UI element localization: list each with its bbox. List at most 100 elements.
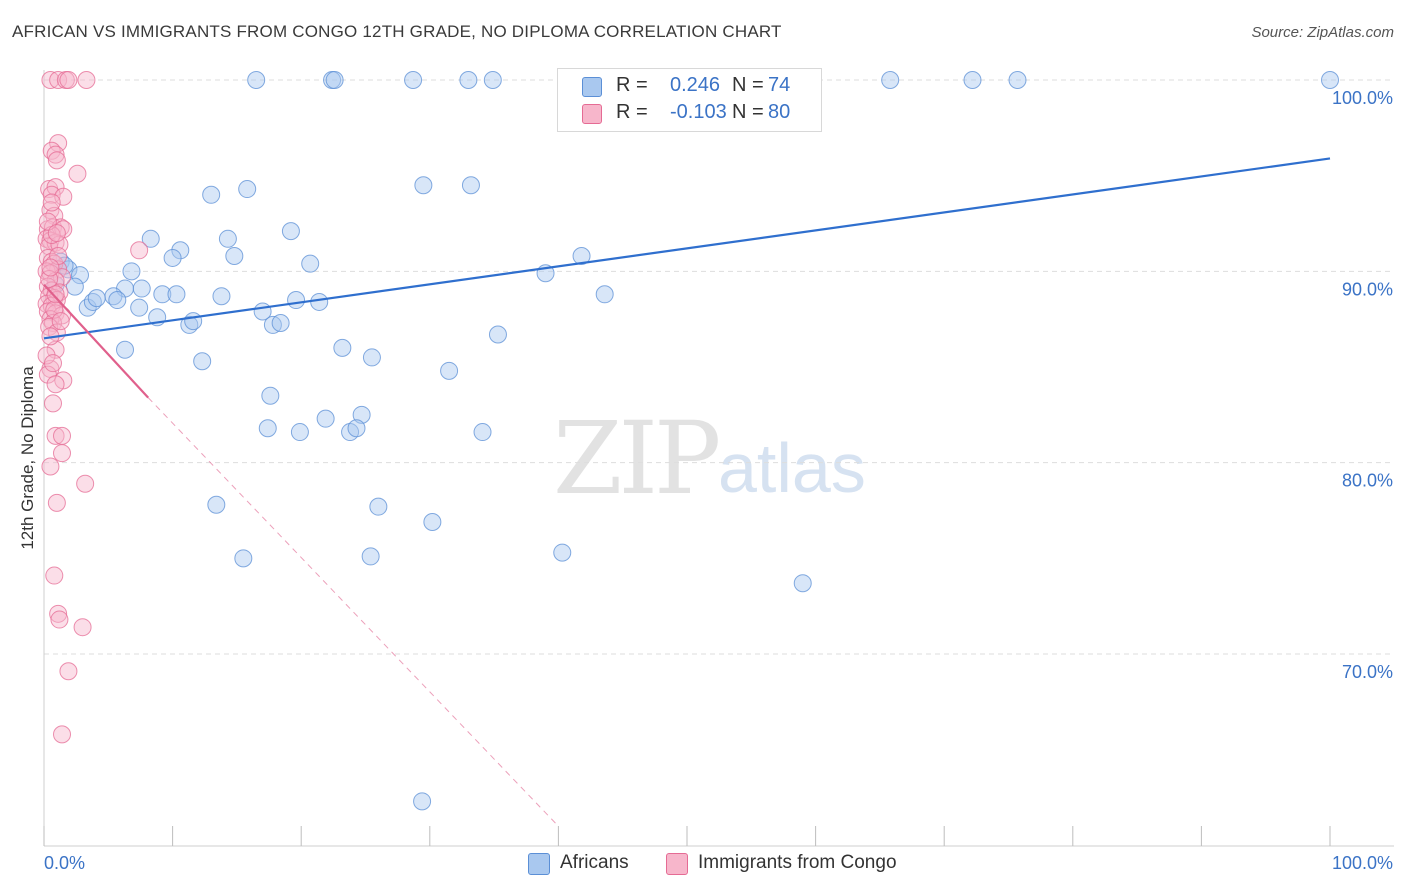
y-tick-label: 100.0% <box>1332 88 1393 108</box>
congo-point <box>42 193 61 212</box>
african-point <box>310 292 329 311</box>
african-point <box>238 180 257 199</box>
african-point <box>325 71 344 89</box>
congo-point <box>50 235 69 254</box>
african-point <box>281 222 300 241</box>
african-point <box>225 247 244 266</box>
congo-point <box>41 71 60 89</box>
congo-point <box>77 71 96 89</box>
african-point <box>153 285 172 304</box>
legend-r-label: R = <box>616 101 648 123</box>
congo-point <box>37 346 56 365</box>
congo-point <box>50 610 69 629</box>
x-tick-label-max: 100.0% <box>1332 853 1393 873</box>
grid-layer <box>44 79 1394 655</box>
african-point <box>572 247 591 266</box>
african-point <box>461 176 480 195</box>
congo-point <box>47 493 66 512</box>
congo-point <box>46 426 65 445</box>
congo-point <box>44 354 63 373</box>
congo-point <box>49 71 68 89</box>
african-point <box>71 266 90 285</box>
legend-n-value: 80 <box>768 101 791 123</box>
african-point <box>301 254 320 273</box>
congo-trend-line <box>43 283 149 399</box>
congo-point <box>46 375 65 394</box>
congo-point <box>51 312 70 331</box>
african-point <box>316 409 335 428</box>
african-point <box>1321 71 1339 89</box>
african-point <box>163 248 182 267</box>
congo-point <box>49 604 68 623</box>
african-point <box>108 291 127 310</box>
congo-point <box>53 444 72 463</box>
congo-point <box>53 725 72 744</box>
african-point <box>361 547 380 566</box>
legend-r-value: -0.103 <box>670 101 727 123</box>
african-point <box>78 298 97 317</box>
africans-legend-swatch <box>528 853 550 875</box>
africans-legend-label: Africans <box>560 852 629 873</box>
african-point <box>352 405 371 424</box>
congo-point <box>54 187 73 206</box>
congo-point <box>59 71 78 89</box>
african-point <box>287 291 306 310</box>
african-point <box>141 229 160 248</box>
congo-point <box>47 151 66 170</box>
y-tick-label: 70.0% <box>1342 662 1393 682</box>
african-point <box>423 512 442 531</box>
congo-point <box>44 394 63 413</box>
legend-r-value: 0.246 <box>670 74 721 96</box>
africans-swatch <box>582 77 602 97</box>
african-point <box>793 574 812 593</box>
african-point <box>404 71 423 89</box>
african-point <box>207 495 226 514</box>
congo-point <box>41 457 60 476</box>
chart-source: Source: ZipAtlas.com <box>1251 24 1394 41</box>
congo-point <box>76 474 95 493</box>
congo-trend-extension <box>147 397 559 827</box>
congo-point <box>41 258 60 277</box>
african-point <box>247 71 266 89</box>
legend-n-label: N = <box>732 74 764 96</box>
african-point <box>440 361 459 380</box>
african-point <box>459 71 478 89</box>
y-tick-label: 90.0% <box>1342 279 1393 299</box>
african-point <box>414 176 433 195</box>
congo-point <box>46 340 65 359</box>
african-point <box>132 279 151 298</box>
african-point <box>116 340 135 359</box>
african-point <box>130 298 149 317</box>
african-point <box>184 312 203 331</box>
congo-legend-swatch <box>666 853 688 875</box>
y-axis-title: 12th Grade, No Diploma <box>18 366 37 550</box>
african-point <box>271 313 290 332</box>
african-point <box>193 352 212 371</box>
african-point <box>347 419 366 438</box>
african-point <box>234 549 253 568</box>
african-point <box>369 497 388 516</box>
congo-point <box>46 285 65 304</box>
african-point <box>171 241 190 260</box>
african-point <box>263 315 282 334</box>
legend-r-label: R = <box>616 74 648 96</box>
african-point <box>218 229 237 248</box>
african-point <box>333 338 352 357</box>
congo-point <box>45 300 64 319</box>
congo-legend-label: Immigrants from Congo <box>698 852 897 873</box>
african-point <box>122 262 141 281</box>
african-point <box>362 348 381 367</box>
points-layer <box>37 71 1339 811</box>
african-point <box>1008 71 1027 89</box>
african-point <box>553 543 572 562</box>
congo-point <box>42 185 61 204</box>
african-point <box>261 386 280 405</box>
african-point <box>488 325 507 344</box>
x-tick-label-min: 0.0% <box>44 853 85 873</box>
african-point <box>87 289 106 308</box>
african-point <box>963 71 982 89</box>
congo-point <box>68 164 87 183</box>
congo-point <box>38 365 57 384</box>
african-point <box>167 285 186 304</box>
